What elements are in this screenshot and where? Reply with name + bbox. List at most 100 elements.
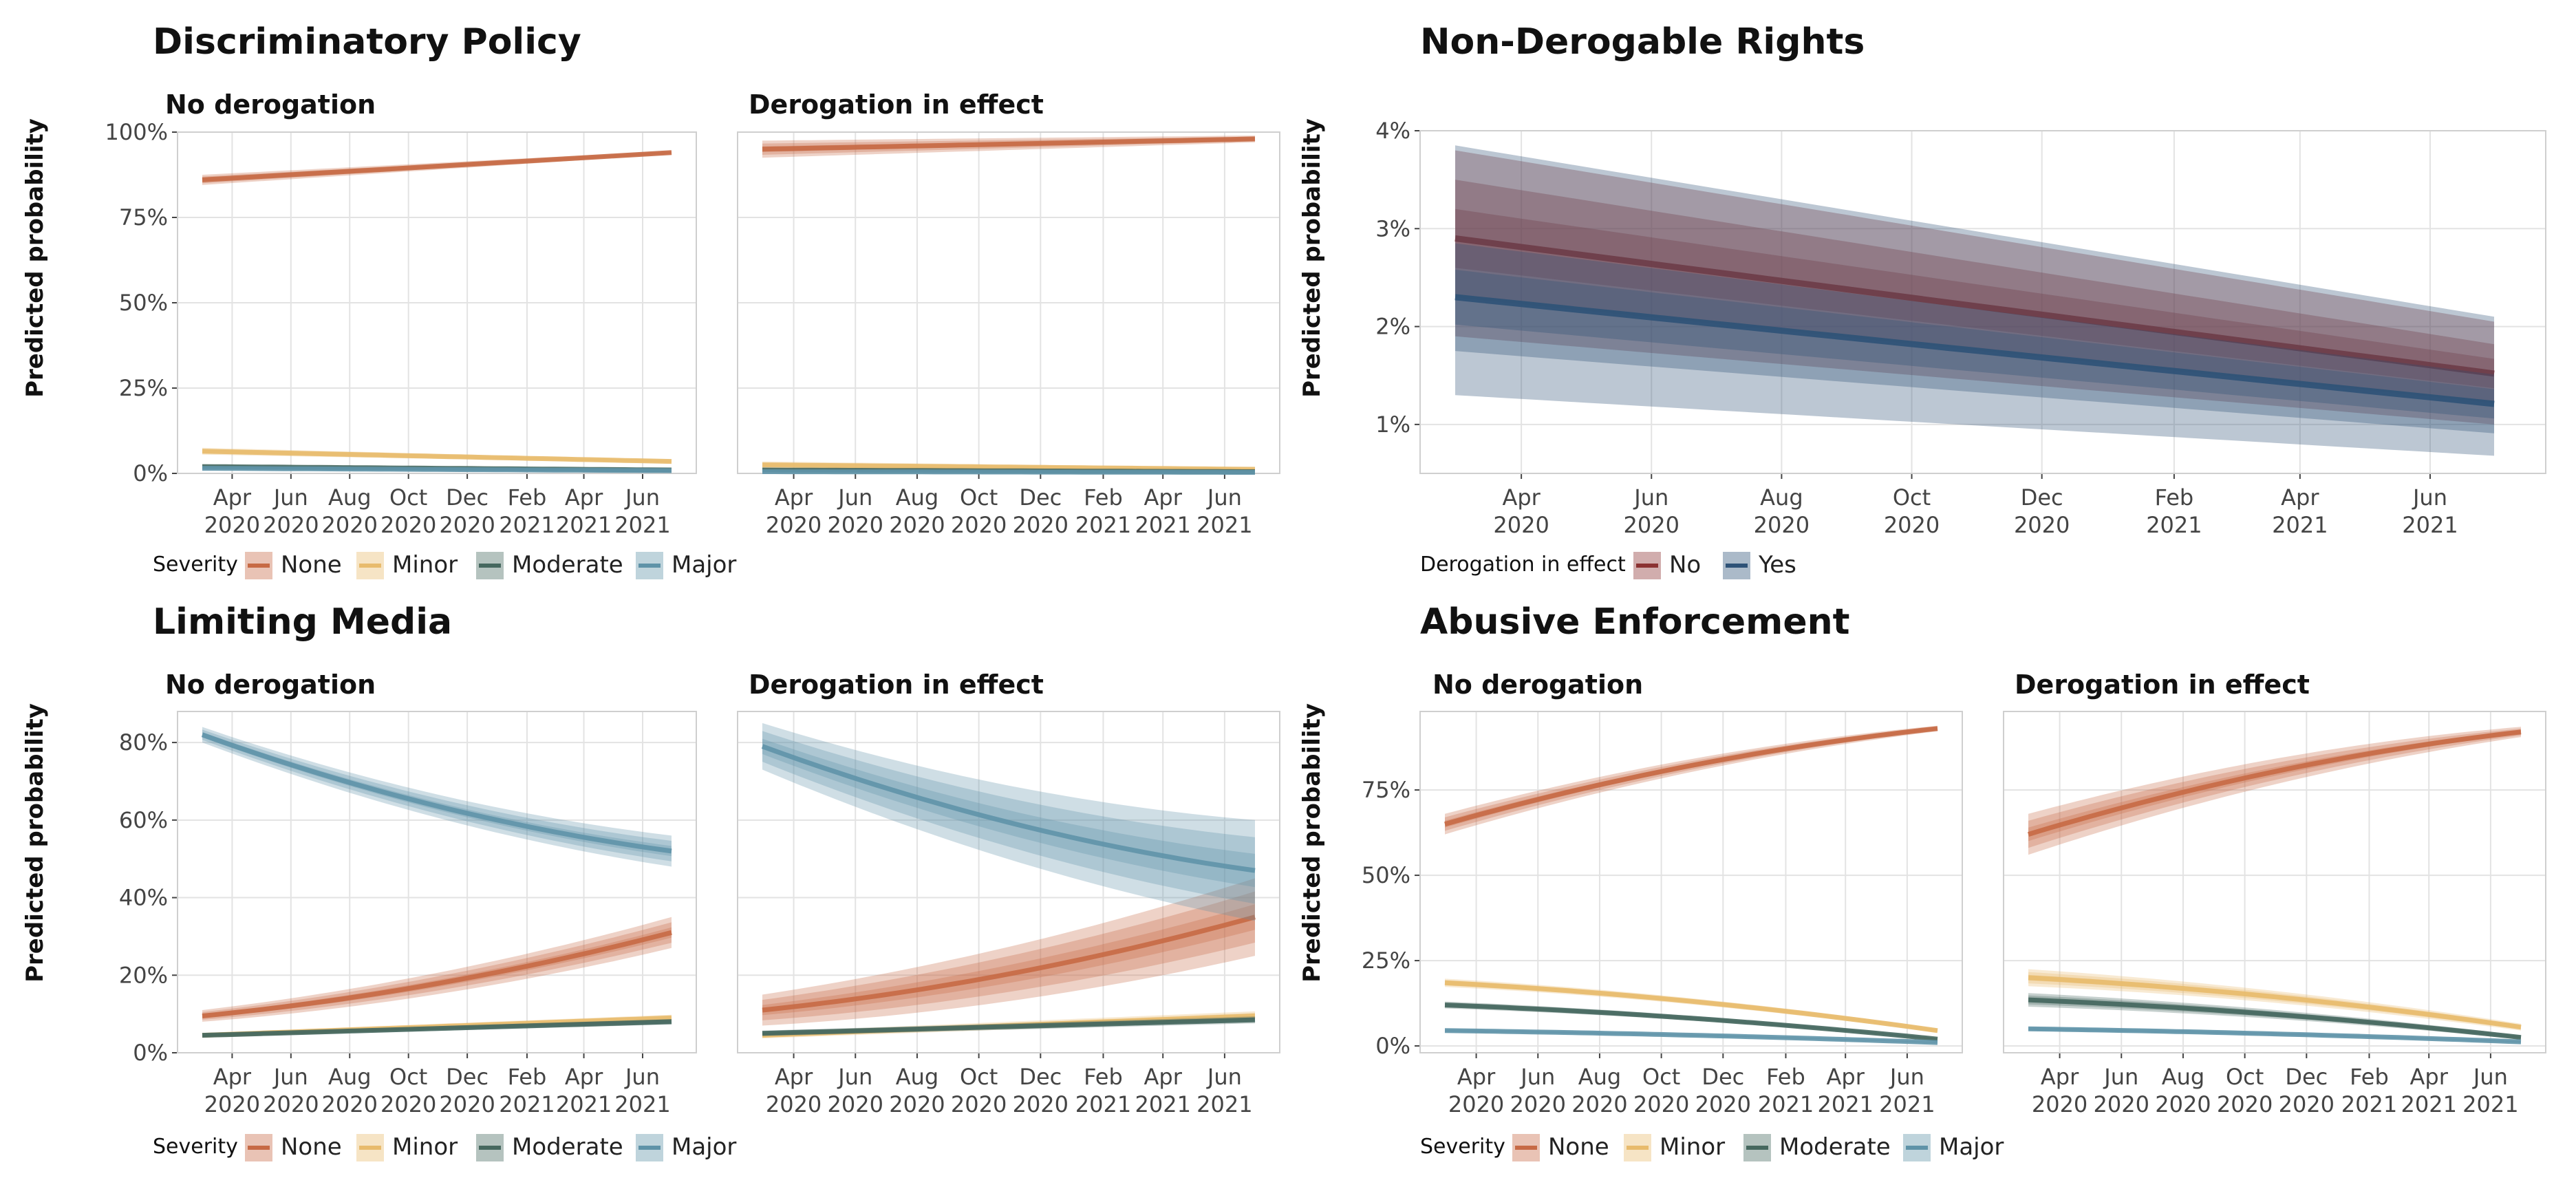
x-tick-month: Feb [2155,484,2194,511]
series-none [762,878,1256,1026]
x-tick-month: Aug [328,484,371,511]
x-tick-month: Apr [2410,1064,2449,1090]
legend-label: Moderate [512,1133,623,1161]
facet-frame [177,711,697,1053]
x-tick-year: 2020 [766,512,822,538]
x-tick-year: 2020 [828,512,883,538]
x-tick-month: Apr [213,484,252,511]
series-major [1444,1028,1938,1045]
x-tick-year: 2020 [1493,512,1549,538]
facet-frame [1419,130,2546,474]
legend-title: Severity [153,553,238,577]
x-tick-month: Feb [2350,1064,2389,1090]
x-tick-month: Apr [2281,484,2319,511]
facet-frame [177,131,697,474]
x-tick-month: Oct [960,484,998,511]
series-line [2028,975,2522,1030]
x-tick-month: Oct [960,1064,998,1090]
x-tick-month: Jun [1206,484,1242,511]
x-tick-month: Jun [837,1064,872,1090]
confidence-band [762,731,1255,904]
x-tick-year: 2021 [1758,1091,1814,1117]
x-tick-year: 2020 [2094,1091,2149,1117]
x-tick-year: 2021 [2401,1091,2456,1117]
series-line [2028,997,2522,1040]
y-tick-label: 2% [1375,314,1410,340]
series-major [762,469,1255,475]
y-tick-label: 20% [119,962,168,988]
x-tick-year: 2020 [1695,1091,1751,1117]
x-tick-month: Aug [328,1064,371,1090]
x-tick-month: Aug [896,1064,938,1090]
x-tick-month: Dec [2021,484,2063,511]
series-line [202,150,672,182]
x-tick-month: Apr [213,1064,252,1090]
x-tick-year: 2020 [2279,1091,2334,1117]
x-tick-month: Apr [565,1064,603,1090]
series-minor [2028,969,2522,1031]
x-tick-month: Jun [1519,1064,1555,1090]
y-axis-label: Predicted probability [1298,118,1326,398]
x-tick-year: 2020 [1510,1091,1566,1117]
x-tick-month: Jun [2412,484,2447,511]
series-line [202,1019,672,1038]
panel-0: Discriminatory Policy Predicted probabili… [21,21,1280,579]
legend: Severity None Minor Moderate Major [1420,1133,2004,1161]
x-tick-month: Apr [1502,484,1541,511]
y-tick-label: 50% [1362,862,1410,888]
y-tick-label: 50% [119,290,168,316]
series-major [761,722,1256,921]
facet-1: Derogation in effectApr2020Jun2020Aug202… [2003,670,2546,1117]
series-line [1455,294,2495,407]
panel-title: Non-Derogable Rights [1420,21,1865,63]
legend-label: None [281,551,342,579]
x-tick-month: Oct [1642,1064,1680,1090]
x-tick-month: Oct [389,484,427,511]
y-axis-label: Predicted probability [1298,703,1326,983]
x-tick-year: 2021 [556,512,612,538]
legend-label: Yes [1758,551,1796,579]
legend-label: No [1669,551,1701,579]
series-minor [202,447,672,464]
facet-label: No derogation [1432,670,1643,700]
x-tick-month: Feb [508,484,547,511]
y-tick-label: 60% [119,807,168,833]
x-tick-month: Apr [565,484,603,511]
series-line [202,449,672,464]
series-none [202,150,672,185]
series-none [202,917,672,1022]
series-line [762,136,1256,152]
x-tick-year: 2021 [556,1091,612,1117]
x-tick-year: 2020 [951,1091,1007,1117]
series-line [761,744,1256,873]
x-tick-month: Aug [2162,1064,2204,1090]
x-tick-year: 2021 [1075,512,1131,538]
series-line [1455,235,2495,377]
x-tick-year: 2021 [2272,512,2328,538]
x-tick-month: Dec [446,1064,489,1090]
facet-1: Derogation in effectApr2020Jun2020Aug202… [737,670,1280,1117]
x-tick-month: Apr [775,1064,813,1090]
x-tick-month: Aug [1760,484,1803,511]
x-tick-month: Apr [1457,1064,1496,1090]
series-moderate [202,1019,672,1038]
series-line [1444,980,1938,1033]
x-tick-year: 2021 [2462,1091,2518,1117]
x-tick-month: Apr [1144,484,1183,511]
x-tick-month: Jun [272,484,308,511]
panel-1: Non-Derogable Rights Predicted probabilit… [1298,21,2546,579]
facet-0: 1%2%3%4%Apr2020Jun2020Aug2020Oct2020Dec2… [1375,118,2546,538]
confidence-band [1455,208,2494,389]
x-tick-year: 2021 [1135,1091,1190,1117]
confidence-band [2028,728,2521,848]
x-tick-year: 2020 [380,1091,436,1117]
x-tick-month: Jun [2103,1064,2138,1090]
legend-title: Derogation in effect [1420,553,1626,577]
y-tick-label: 40% [119,885,168,911]
x-tick-year: 2020 [2217,1091,2273,1117]
legend: Derogation in effect No Yes [1420,551,1796,579]
x-tick-month: Oct [389,1064,427,1090]
facet-0: No derogation0%20%40%60%80%Apr2020Jun202… [119,670,697,1117]
series-major [201,727,672,867]
series-line [1444,726,1938,827]
